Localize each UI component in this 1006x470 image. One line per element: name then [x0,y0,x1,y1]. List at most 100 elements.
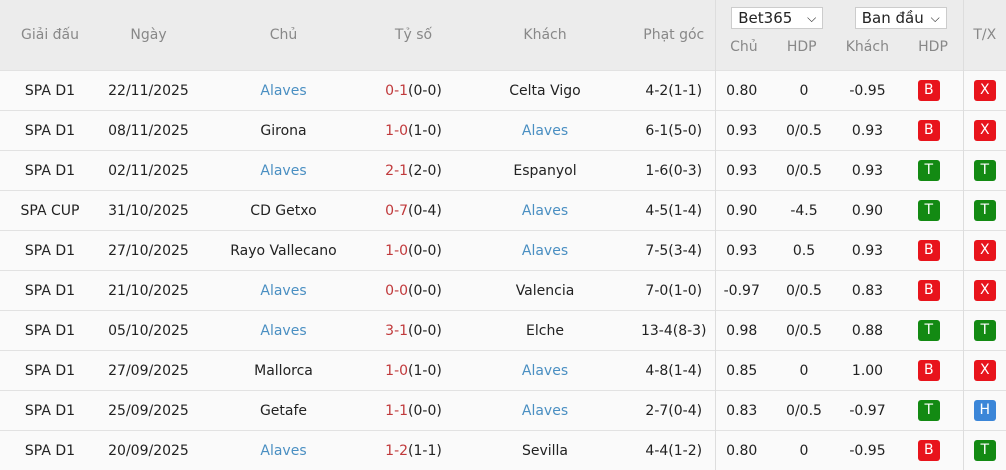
result-hdp-cell: B [895,71,963,111]
score-cell: 1-2(1-1) [370,431,457,470]
league-cell: SPA D1 [0,111,100,151]
ou-cell: X [963,271,1006,311]
date-cell: 21/10/2025 [100,271,197,311]
away-team[interactable]: Alaves [457,111,633,151]
home-team[interactable]: Alaves [197,271,370,311]
score-cell: 0-0(0-0) [370,271,457,311]
header-row: Giải đấu Ngày Chủ Tỷ số Khách Phạt góc B… [0,0,1006,71]
result-hdp-cell: B [895,351,963,391]
table-row[interactable]: SPA D1 25/09/2025 Getafe 1-1(0-0) Alaves… [0,391,1006,431]
odds-away-cell: -0.95 [840,431,895,470]
date-cell: 02/11/2025 [100,151,197,191]
table-row[interactable]: SPA D1 27/09/2025 Mallorca 1-0(1-0) Alav… [0,351,1006,391]
score-cell: 1-0(1-0) [370,351,457,391]
odds-hdp-cell: 0 [768,351,840,391]
corners-cell: 4-2(1-1) [633,71,715,111]
full-time-score: 1-0 [385,363,408,379]
hdp-result-badge: T [918,400,940,421]
table-row[interactable]: SPA D1 27/10/2025 Rayo Vallecano 1-0(0-0… [0,231,1006,271]
home-team[interactable]: Getafe [197,391,370,431]
table-row[interactable]: SPA CUP 31/10/2025 CD Getxo 0-7(0-4) Ala… [0,191,1006,231]
odds-home-cell: 0.98 [715,311,768,351]
ou-result-badge: T [974,200,996,221]
score-cell: 1-0(0-0) [370,231,457,271]
half-time-score: (2-0) [408,163,442,179]
away-team[interactable]: Elche [457,311,633,351]
ou-cell: T [963,311,1006,351]
corners-cell: 4-4(1-2) [633,431,715,470]
result-hdp-cell: B [895,111,963,151]
odds-home-cell: 0.80 [715,431,768,470]
ou-result-badge: T [974,160,996,181]
away-team[interactable]: Alaves [457,231,633,271]
home-team[interactable]: Alaves [197,311,370,351]
table-row[interactable]: SPA D1 02/11/2025 Alaves 2-1(2-0) Espany… [0,151,1006,191]
odds-away-cell: 0.88 [840,311,895,351]
result-hdp-cell: T [895,151,963,191]
away-team[interactable]: Celta Vigo [457,71,633,111]
date-cell: 31/10/2025 [100,191,197,231]
odds-type-select[interactable]: Ban đầu⌵ [855,7,947,29]
table-row[interactable]: SPA D1 05/10/2025 Alaves 3-1(0-0) Elche … [0,311,1006,351]
corners-cell: 4-8(1-4) [633,351,715,391]
result-hdp-cell: B [895,271,963,311]
ou-cell: X [963,351,1006,391]
home-team[interactable]: Mallorca [197,351,370,391]
table-row[interactable]: SPA D1 21/10/2025 Alaves 0-0(0-0) Valenc… [0,271,1006,311]
away-team[interactable]: Alaves [457,191,633,231]
ou-result-badge: X [974,80,996,101]
home-team[interactable]: Alaves [197,71,370,111]
table-row[interactable]: SPA D1 22/11/2025 Alaves 0-1(0-0) Celta … [0,71,1006,111]
hdp-result-badge: T [918,320,940,341]
score-cell: 0-1(0-0) [370,71,457,111]
odds-home-cell: -0.97 [715,271,768,311]
away-team[interactable]: Espanyol [457,151,633,191]
odds-away-cell: -0.95 [840,71,895,111]
home-team[interactable]: Alaves [197,431,370,470]
corners-cell: 7-5(3-4) [633,231,715,271]
ou-cell: T [963,191,1006,231]
score-cell: 1-0(1-0) [370,111,457,151]
header-odds-home: Chủ [730,39,758,55]
hdp-result-badge: B [918,360,940,381]
hdp-result-badge: B [918,80,940,101]
half-time-score: (0-0) [408,403,442,419]
score-cell: 3-1(0-0) [370,311,457,351]
ou-cell: X [963,111,1006,151]
home-team[interactable]: Girona [197,111,370,151]
table-row[interactable]: SPA D1 08/11/2025 Girona 1-0(1-0) Alaves… [0,111,1006,151]
header-odds-away: Khách [846,39,889,55]
date-cell: 20/09/2025 [100,431,197,470]
result-hdp-cell: T [895,391,963,431]
ou-cell: X [963,231,1006,271]
away-team[interactable]: Sevilla [457,431,633,470]
header-score: Tỷ số [370,0,457,71]
odds-away-cell: 0.93 [840,231,895,271]
odds-hdp-cell: 0.5 [768,231,840,271]
result-hdp-cell: B [895,431,963,470]
odds-away-cell: 0.90 [840,191,895,231]
ou-result-badge: T [974,320,996,341]
league-cell: SPA D1 [0,391,100,431]
header-date: Ngày [100,0,197,71]
odds-home-cell: 0.93 [715,111,768,151]
ou-result-badge: X [974,240,996,261]
chevron-down-icon: ⌵ [931,11,940,26]
away-team[interactable]: Alaves [457,351,633,391]
home-team[interactable]: CD Getxo [197,191,370,231]
away-team[interactable]: Valencia [457,271,633,311]
full-time-score: 1-1 [385,403,408,419]
home-team[interactable]: Alaves [197,151,370,191]
header-home: Chủ [197,0,370,71]
bookmaker-select[interactable]: Bet365⌵ [731,7,823,29]
full-time-score: 0-0 [385,283,408,299]
table-row[interactable]: SPA D1 20/09/2025 Alaves 1-2(1-1) Sevill… [0,431,1006,470]
away-team[interactable]: Alaves [457,391,633,431]
odds-header: Bet365⌵ Ban đầu⌵ Chủ HDP Khách HDP [715,0,963,71]
corners-cell: 6-1(5-0) [633,111,715,151]
odds-hdp-cell: 0 [768,431,840,470]
date-cell: 27/10/2025 [100,231,197,271]
score-cell: 0-7(0-4) [370,191,457,231]
home-team[interactable]: Rayo Vallecano [197,231,370,271]
